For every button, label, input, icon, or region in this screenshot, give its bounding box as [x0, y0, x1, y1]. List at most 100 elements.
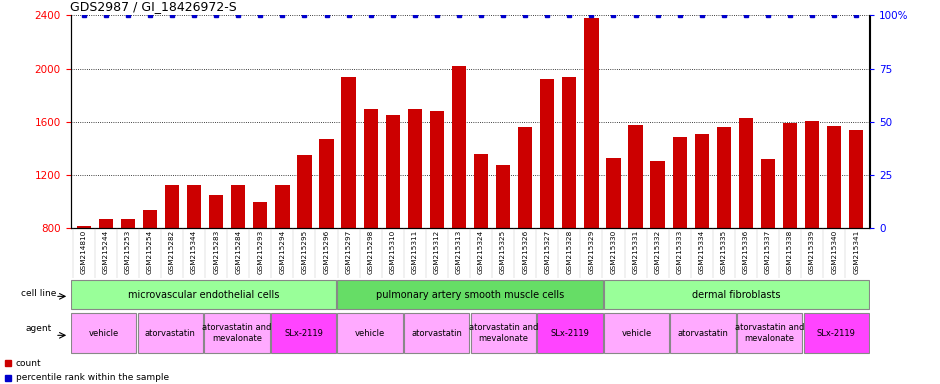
- Text: vehicle: vehicle: [621, 329, 651, 338]
- Bar: [606, 158, 620, 228]
- Bar: [496, 164, 510, 228]
- Text: GSM215333: GSM215333: [677, 230, 682, 274]
- Text: GSM215338: GSM215338: [787, 230, 793, 274]
- Text: GSM214810: GSM214810: [81, 230, 86, 274]
- Text: atorvastatin and
mevalonate: atorvastatin and mevalonate: [469, 323, 538, 343]
- Text: vehicle: vehicle: [88, 329, 119, 338]
- Bar: [538, 313, 603, 353]
- Bar: [603, 313, 669, 353]
- Text: GSM215340: GSM215340: [831, 230, 838, 274]
- Text: GSM215341: GSM215341: [854, 230, 859, 274]
- Bar: [337, 313, 402, 353]
- Text: GSM215295: GSM215295: [302, 230, 307, 274]
- Text: GSM215330: GSM215330: [610, 230, 617, 274]
- Text: GSM215310: GSM215310: [390, 230, 396, 274]
- Bar: [231, 185, 245, 228]
- Text: GSM215284: GSM215284: [235, 230, 242, 274]
- Bar: [849, 130, 864, 228]
- Bar: [805, 121, 820, 228]
- Text: GSM215297: GSM215297: [346, 230, 352, 274]
- Bar: [408, 109, 422, 228]
- Text: GSM215311: GSM215311: [412, 230, 417, 274]
- Bar: [385, 115, 400, 228]
- Text: atorvastatin: atorvastatin: [678, 329, 728, 338]
- Text: GSM215325: GSM215325: [500, 230, 506, 274]
- Bar: [760, 159, 776, 228]
- Text: GSM215244: GSM215244: [102, 230, 109, 274]
- Bar: [603, 280, 869, 309]
- Bar: [297, 155, 312, 228]
- Bar: [364, 109, 378, 228]
- Bar: [471, 313, 536, 353]
- Bar: [275, 185, 290, 228]
- Bar: [716, 127, 731, 228]
- Text: SLx-2119: SLx-2119: [817, 329, 855, 338]
- Text: microvascular endothelial cells: microvascular endothelial cells: [128, 290, 279, 300]
- Text: GSM215294: GSM215294: [279, 230, 286, 274]
- Bar: [670, 313, 736, 353]
- Text: GSM215335: GSM215335: [721, 230, 727, 274]
- Bar: [120, 219, 135, 228]
- Bar: [164, 185, 180, 228]
- Bar: [628, 124, 643, 228]
- Text: GSM215293: GSM215293: [258, 230, 263, 274]
- Bar: [204, 313, 270, 353]
- Bar: [430, 111, 444, 228]
- Text: GSM215328: GSM215328: [566, 230, 572, 274]
- Bar: [562, 77, 576, 228]
- Text: SLx-2119: SLx-2119: [551, 329, 589, 338]
- Text: GSM215344: GSM215344: [191, 230, 197, 274]
- Bar: [138, 313, 203, 353]
- Text: SLx-2119: SLx-2119: [284, 329, 323, 338]
- Bar: [404, 313, 469, 353]
- Text: GSM215327: GSM215327: [544, 230, 550, 274]
- Bar: [337, 280, 603, 309]
- Text: atorvastatin: atorvastatin: [145, 329, 196, 338]
- Text: atorvastatin and
mevalonate: atorvastatin and mevalonate: [202, 323, 272, 343]
- Text: GSM215329: GSM215329: [588, 230, 594, 274]
- Text: GSM215282: GSM215282: [169, 230, 175, 274]
- Bar: [76, 226, 91, 228]
- Text: GSM215339: GSM215339: [809, 230, 815, 274]
- Bar: [452, 66, 466, 228]
- Bar: [71, 280, 337, 309]
- Bar: [518, 127, 532, 228]
- Text: count: count: [15, 359, 41, 368]
- Text: GSM215254: GSM215254: [147, 230, 153, 274]
- Text: GSM215283: GSM215283: [213, 230, 219, 274]
- Bar: [783, 123, 797, 228]
- Bar: [71, 313, 136, 353]
- Bar: [271, 313, 337, 353]
- Bar: [672, 137, 687, 228]
- Text: atorvastatin and
mevalonate: atorvastatin and mevalonate: [735, 323, 805, 343]
- Text: GSM215337: GSM215337: [765, 230, 771, 274]
- Text: GSM215331: GSM215331: [633, 230, 638, 274]
- Bar: [341, 77, 355, 228]
- Text: GSM215334: GSM215334: [698, 230, 705, 274]
- Text: dermal fibroblasts: dermal fibroblasts: [692, 290, 780, 300]
- Bar: [253, 202, 268, 228]
- Text: GDS2987 / GI_18426972-S: GDS2987 / GI_18426972-S: [70, 0, 237, 13]
- Text: agent: agent: [25, 324, 52, 333]
- Bar: [804, 313, 869, 353]
- Text: GSM215336: GSM215336: [743, 230, 749, 274]
- Text: cell line: cell line: [21, 289, 56, 298]
- Text: GSM215296: GSM215296: [323, 230, 330, 274]
- Text: GSM215324: GSM215324: [478, 230, 484, 274]
- Text: GSM215313: GSM215313: [456, 230, 462, 274]
- Text: GSM215298: GSM215298: [368, 230, 374, 274]
- Bar: [650, 161, 665, 228]
- Text: pulmonary artery smooth muscle cells: pulmonary artery smooth muscle cells: [376, 290, 564, 300]
- Bar: [209, 195, 224, 228]
- Bar: [695, 134, 709, 228]
- Bar: [474, 154, 488, 228]
- Text: GSM215312: GSM215312: [434, 230, 440, 274]
- Bar: [827, 126, 841, 228]
- Text: vehicle: vehicle: [355, 329, 385, 338]
- Text: GSM215332: GSM215332: [654, 230, 661, 274]
- Bar: [585, 18, 599, 228]
- Bar: [320, 139, 334, 228]
- Bar: [99, 219, 113, 228]
- Text: GSM215253: GSM215253: [125, 230, 131, 274]
- Bar: [739, 118, 753, 228]
